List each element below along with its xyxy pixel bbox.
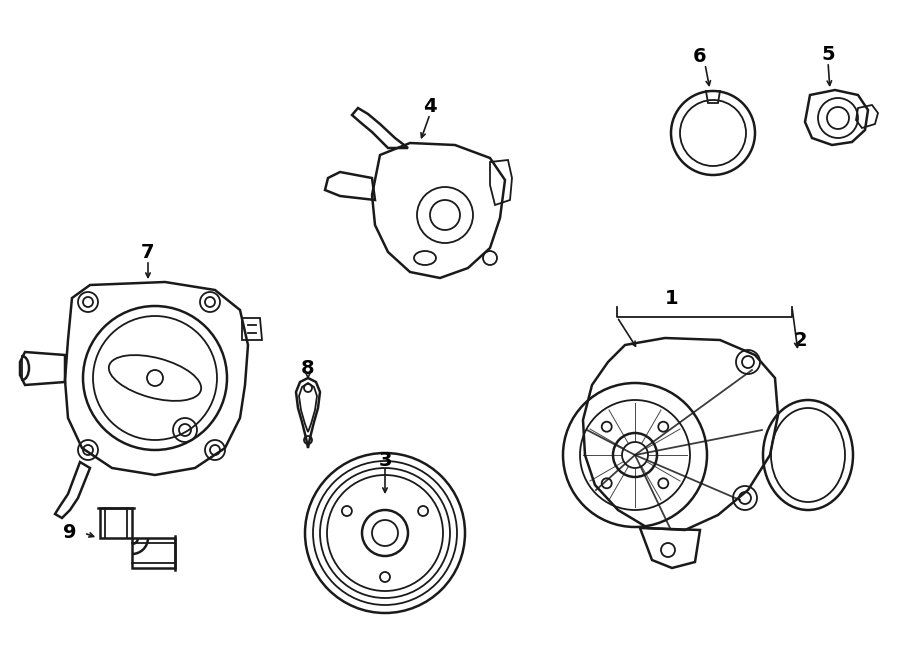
Text: 3: 3 <box>378 451 392 469</box>
Text: 7: 7 <box>141 243 155 262</box>
Text: 6: 6 <box>693 48 706 67</box>
Text: 1: 1 <box>665 288 679 307</box>
Text: 4: 4 <box>423 98 436 116</box>
Text: 8: 8 <box>302 358 315 377</box>
Text: 2: 2 <box>793 330 806 350</box>
Text: 5: 5 <box>821 46 835 65</box>
Text: 9: 9 <box>63 524 76 543</box>
